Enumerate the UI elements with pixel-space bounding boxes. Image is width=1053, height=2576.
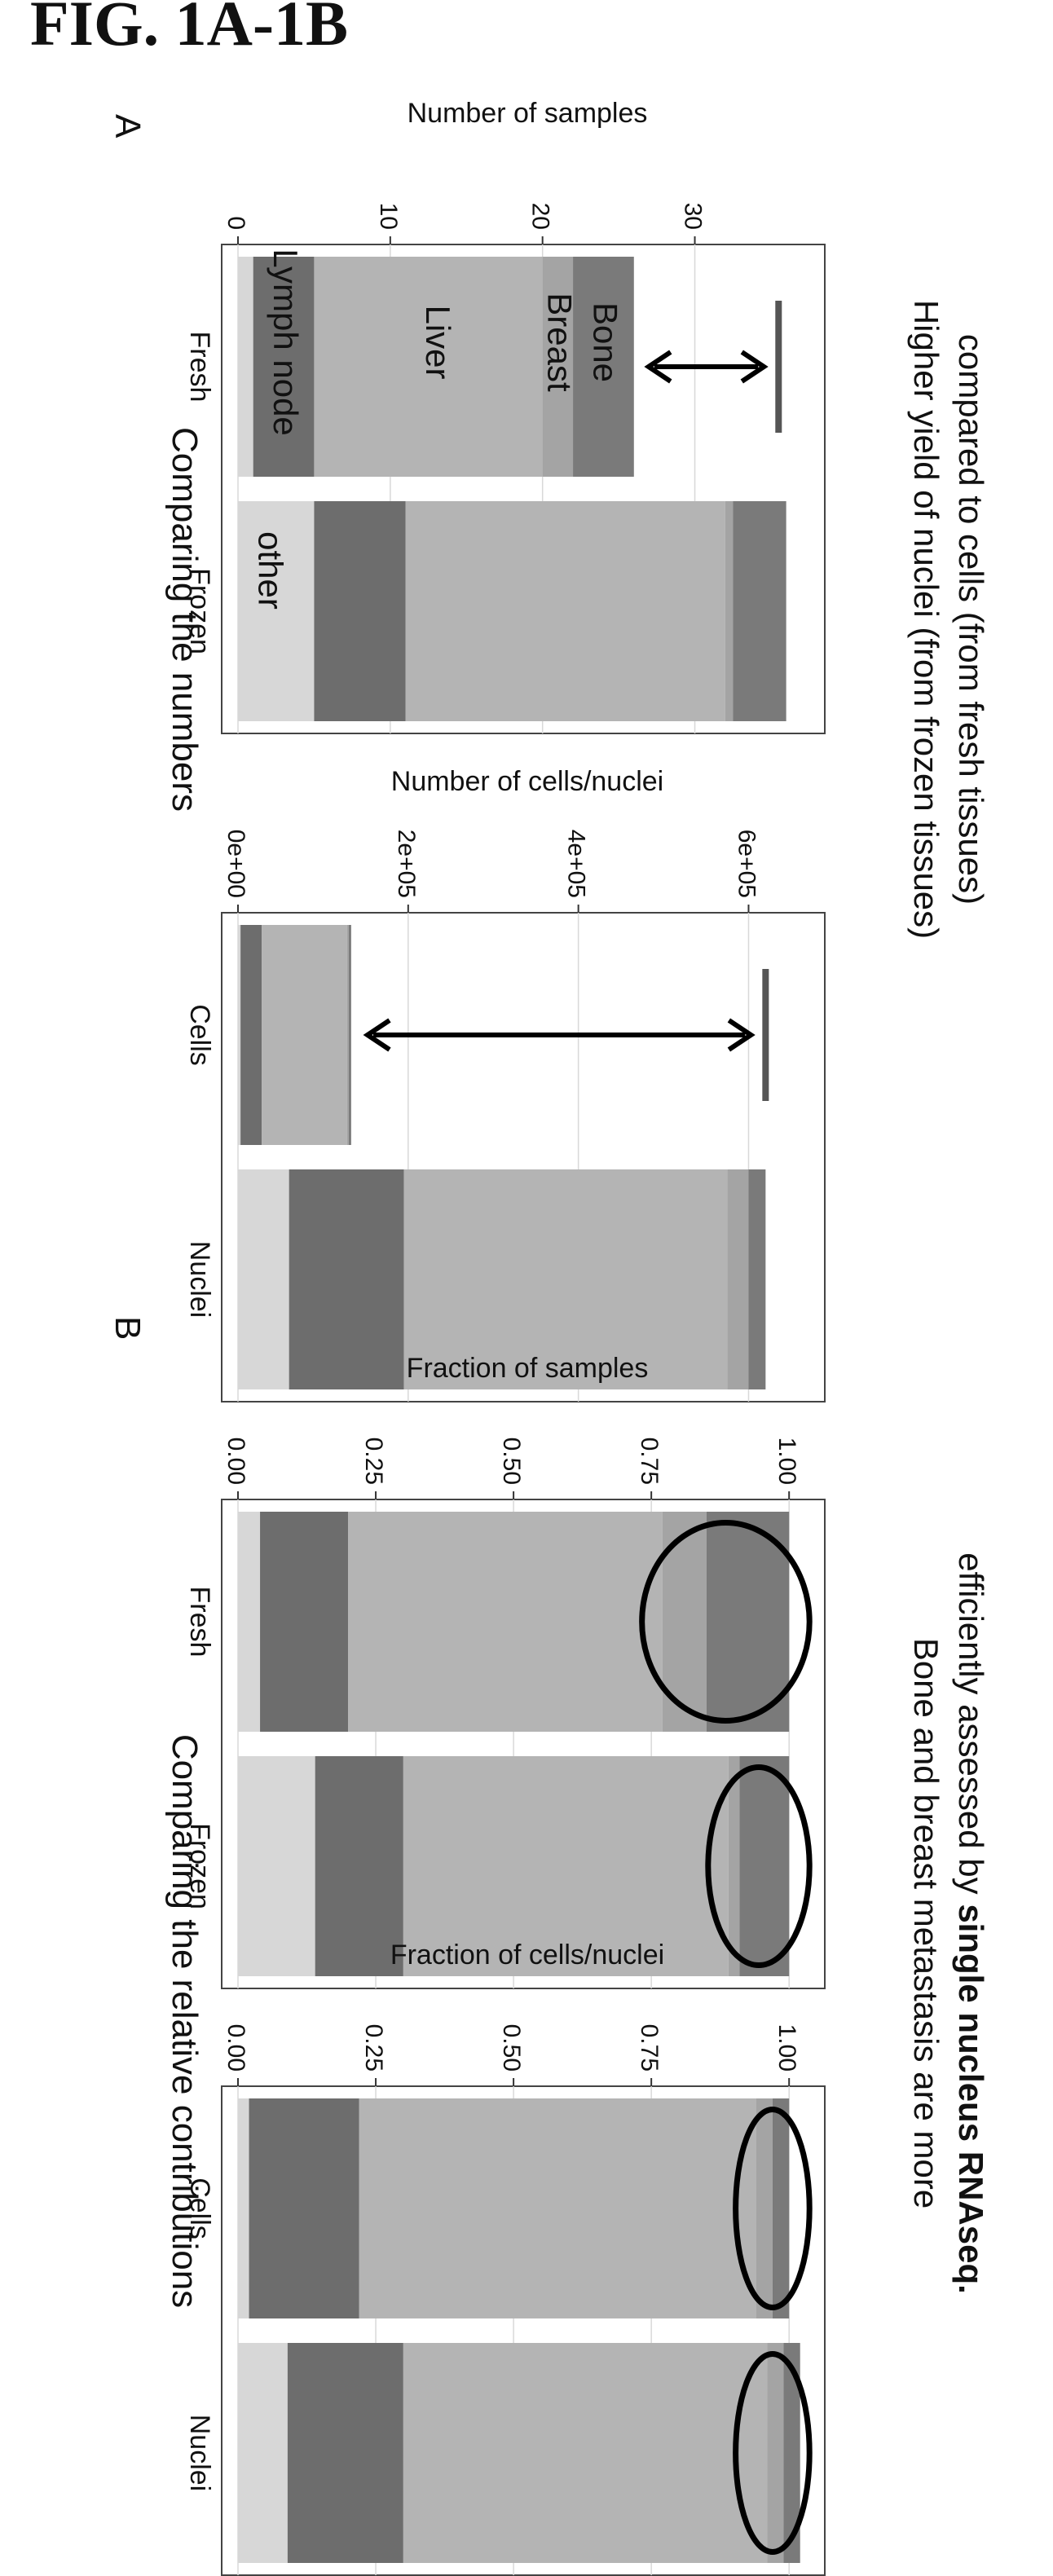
- y-tick-label: 1.00: [773, 2024, 800, 2072]
- highlight-ellipse: [733, 2107, 813, 2310]
- y-axis-label: Number of cells/nuclei: [391, 766, 663, 797]
- segment-label: Breast: [540, 293, 579, 392]
- bar-segment-breast: [542, 257, 574, 477]
- y-tick-label: 0e+00: [222, 830, 249, 898]
- bar-segment-lymph-node: [260, 1512, 349, 1732]
- x-tick-label: Cells: [184, 1004, 215, 1066]
- segment-label: Lymph node: [267, 249, 305, 436]
- highlight-ellipse: [733, 2351, 813, 2555]
- bar-segment-liver: [359, 2098, 756, 2318]
- bar-segment-other: [237, 257, 253, 477]
- segment-label: Bone: [586, 302, 624, 382]
- y-tick-label: 0.25: [360, 1438, 387, 1485]
- y-tick-label: 30: [680, 203, 707, 230]
- bar-segment-breast: [346, 925, 349, 1145]
- x-tick-label: Fresh: [184, 332, 215, 403]
- bar-segment-bone: [739, 1756, 790, 1976]
- segment-label: other: [251, 531, 289, 610]
- panel-a-note-line1: Higher yield of nuclei (from frozen tiss…: [907, 300, 945, 939]
- bar-segment-breast: [756, 2098, 773, 2318]
- bar-segment-bone: [348, 925, 351, 1145]
- chart-samples-count: 0 10 20 30 Number of samples Fresh Frozen BoneB…: [184, 98, 826, 734]
- bar-segment-bone: [772, 2098, 790, 2318]
- bar-segment-liver: [262, 925, 347, 1145]
- chart-samples-fraction: 0.00 0.25 0.50 0.75 1.00 Fraction of samples F…: [184, 1353, 826, 1989]
- bar-segment-lymph-node: [314, 501, 406, 721]
- bar-segment-liver: [403, 2343, 768, 2563]
- y-tick-label: 0.75: [636, 1438, 663, 1485]
- bar-segment-breast: [725, 501, 734, 721]
- bar-segment-lymph-node: [287, 2343, 403, 2563]
- bar-segment-breast: [727, 1169, 749, 1389]
- y-tick-label: 0.00: [222, 2024, 249, 2072]
- y-tick-label: 2e+05: [393, 830, 420, 898]
- y-axis-label: Number of samples: [408, 98, 648, 129]
- panel-b-note-line1: Bone and breast metastasis are more: [907, 1638, 945, 2208]
- bar-segment-other: [238, 501, 315, 721]
- panel-a-title: Comparing the numbers: [165, 427, 205, 812]
- x-tick-label: Frozen: [184, 568, 215, 654]
- highlight-ellipse: [705, 1764, 813, 1968]
- panel-b-label: B: [108, 1316, 148, 1340]
- x-tick-label: Frozen: [184, 1823, 215, 1909]
- bar-segment-liver: [314, 257, 543, 477]
- x-tick-label: Nuclei: [184, 1241, 215, 1318]
- arrow-head: [740, 350, 769, 384]
- y-tick-label: 4e+05: [563, 830, 590, 898]
- segment-label: Liver: [419, 305, 457, 379]
- y-tick-label: 6e+05: [733, 830, 760, 898]
- bar-segment-bone: [783, 2343, 800, 2563]
- bar-segment-bone: [733, 501, 786, 721]
- arrow-head: [644, 350, 672, 384]
- bar-segment-bone: [573, 257, 634, 477]
- panel-b-title: Comparing the relative contributions: [165, 1734, 205, 2308]
- bar-segment-other: [237, 1169, 289, 1389]
- bar-segment-liver: [348, 1512, 663, 1732]
- bar-segment-breast: [728, 1756, 740, 1976]
- y-tick-label: 10: [375, 203, 402, 230]
- y-tick-label: 0: [222, 216, 249, 230]
- bar-segment-other: [237, 925, 241, 1145]
- bar-segment-other: [238, 1756, 315, 1976]
- y-tick-label: 0.25: [360, 2024, 387, 2072]
- arrow-head: [363, 1018, 391, 1052]
- y-tick-label: 1.00: [773, 1438, 800, 1485]
- bar-segment-liver: [405, 501, 725, 721]
- bar-segment-liver: [403, 1169, 728, 1389]
- panel-b-note-line2: efficiently assessed by single nucleus R…: [952, 1552, 990, 2294]
- bar-segment-other: [237, 1512, 261, 1732]
- chart-cells-count: 0e+00 2e+05 4e+05 6e+05 Number of cells/nucl…: [184, 766, 826, 1402]
- panel-a-note-line2: compared to cells (from fresh tissues): [952, 334, 990, 905]
- x-tick-label: Cells: [184, 2177, 215, 2239]
- chart-cells-fraction: 0.00 0.25 0.50 0.75 1.00 Fraction of cells/nu…: [184, 1940, 826, 2576]
- bar-segment-lymph-node: [253, 257, 315, 477]
- bar-segment-bone: [748, 1169, 766, 1389]
- bar-segment-bone: [706, 1512, 790, 1732]
- bar-segment-other: [237, 2098, 249, 2318]
- x-tick-label: Nuclei: [184, 2415, 215, 2491]
- bar-segment-lymph-node: [315, 1756, 403, 1976]
- bar-segment-lymph-node: [289, 1169, 404, 1389]
- bar-segment-lymph-node: [240, 925, 262, 1145]
- highlight-ellipse: [639, 1520, 813, 1724]
- y-tick-label: 0.00: [222, 1438, 249, 1485]
- y-tick-label: 0.50: [498, 2024, 525, 2072]
- y-axis-label: Fraction of cells/nuclei: [390, 1940, 664, 1971]
- bar-segment-liver: [403, 1756, 729, 1976]
- y-tick-label: 0.50: [498, 1438, 525, 1485]
- y-axis-label: Fraction of samples: [407, 1353, 649, 1384]
- x-tick-label: Fresh: [184, 1587, 215, 1658]
- bar-segment-breast: [662, 1512, 707, 1732]
- figure-title: FIG. 1A-1B: [30, 0, 348, 59]
- bar-segment-breast: [767, 2343, 784, 2563]
- y-tick-label: 20: [527, 203, 554, 230]
- bar-segment-lymph-node: [249, 2098, 359, 2318]
- panel-a-label: A: [108, 114, 148, 139]
- y-tick-label: 0.75: [636, 2024, 663, 2072]
- bar-segment-other: [237, 2343, 288, 2563]
- arrow-head: [727, 1018, 756, 1052]
